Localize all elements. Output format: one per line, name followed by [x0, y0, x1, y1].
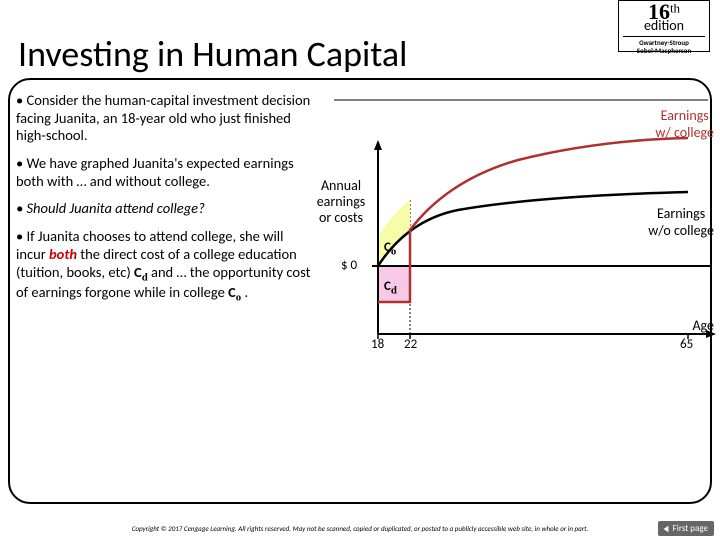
bullet-1: • Consider the human-capital investment …: [16, 92, 316, 145]
co-region-label: Co: [384, 239, 396, 258]
first-page-label: First page: [673, 523, 708, 534]
copyright-text: Copyright © 2017 Cengage Learning. All r…: [0, 524, 720, 533]
tick-65: 65: [680, 337, 693, 352]
tick-18: 18: [371, 337, 384, 352]
edition-suffix: th: [670, 1, 680, 16]
bullet-4: • If Juanita chooses to attend college, …: [16, 228, 316, 305]
tick-22: 22: [404, 337, 417, 352]
bullet-list: • Consider the human-capital investment …: [16, 92, 316, 315]
edition-label: edition: [619, 19, 709, 33]
x-axis-label: Age: [692, 317, 714, 334]
bullet-3: • Should Juanita attend college?: [16, 200, 316, 218]
first-page-button[interactable]: First page: [658, 521, 714, 536]
earnings-chart: Annual earnings or costs $ 0 Earningsw/ …: [318, 92, 716, 392]
cd-region-label: Cd: [384, 278, 397, 297]
earnings-nocollege-label: Earningsw/o college: [648, 206, 714, 240]
y-axis-label: Annual earnings or costs: [312, 178, 370, 226]
edition-badge: 16th edition Gwartney-Stroup Sobel-Macph…: [618, 0, 710, 52]
origin-label: $ 0: [341, 258, 357, 273]
slide-title: Investing in Human Capital: [18, 32, 407, 76]
arrow-left-icon: [662, 525, 670, 533]
bullet-2: • We have graphed Juanita's expected ear…: [16, 155, 316, 190]
edition-authors: Gwartney-Stroup Sobel-Macpherson: [623, 36, 705, 54]
earnings-college-label: Earningsw/ college: [655, 108, 714, 142]
